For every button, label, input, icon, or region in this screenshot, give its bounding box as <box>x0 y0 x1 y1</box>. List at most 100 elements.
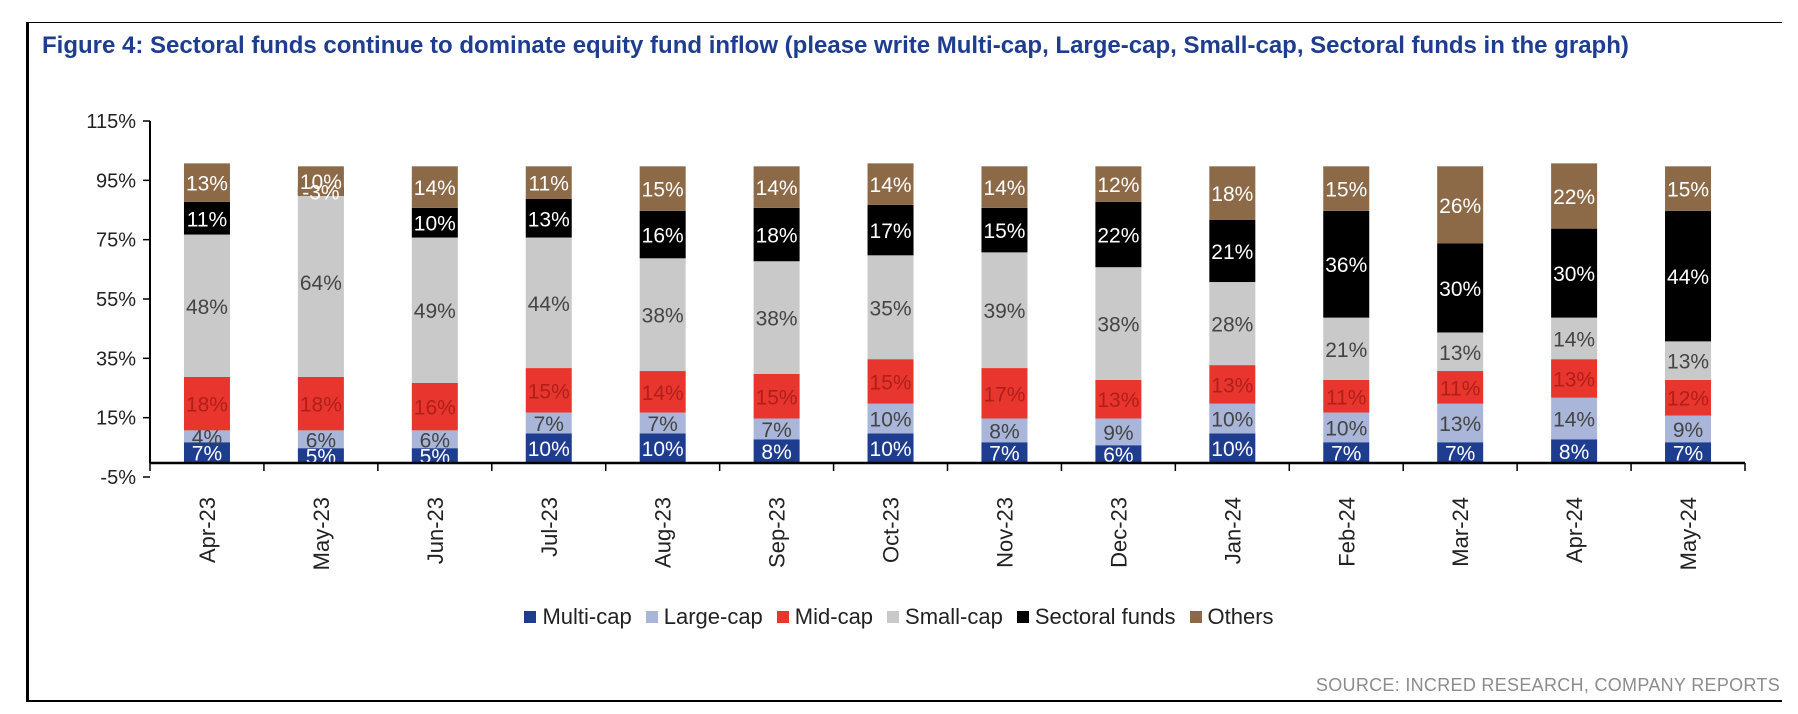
bar-segment <box>1209 403 1256 434</box>
bar-segment <box>1095 379 1142 419</box>
bar-segment <box>981 252 1028 369</box>
data-label: 14% <box>870 174 912 197</box>
data-label: 14% <box>1553 328 1595 351</box>
bar-segment <box>411 448 458 463</box>
bar-segment <box>1665 442 1712 463</box>
bar-segment <box>1323 379 1370 413</box>
bar-segment <box>867 433 914 463</box>
bar-segment <box>1665 379 1712 416</box>
data-label: 14% <box>756 177 798 200</box>
bar-segment <box>639 433 686 463</box>
legend-label: Large-cap <box>663 604 763 629</box>
bar-segment <box>981 442 1028 463</box>
legend-item: Multi-cap <box>524 604 632 630</box>
legend-swatch <box>645 611 658 623</box>
bar-segment <box>183 163 230 202</box>
data-label: 10% <box>414 213 456 236</box>
bar-segment <box>1209 365 1256 404</box>
bar-segment <box>981 166 1028 208</box>
y-tick-label: 95% <box>96 170 136 192</box>
bar-segment <box>297 166 344 196</box>
bar-segment <box>1209 219 1256 283</box>
data-label: 15% <box>870 371 912 394</box>
bar-segment <box>1095 445 1142 463</box>
x-tick-label: Oct-23 <box>879 497 904 563</box>
bar-segment <box>525 166 572 199</box>
data-label: 15% <box>528 380 570 403</box>
bar-segment <box>525 433 572 463</box>
bar-segment <box>1665 166 1712 211</box>
data-label: 36% <box>1325 254 1367 277</box>
data-label: 6% <box>420 429 450 452</box>
data-label: 16% <box>414 397 456 420</box>
data-label: 11% <box>1440 377 1480 400</box>
data-label: 13% <box>1439 342 1481 365</box>
data-label: 11% <box>1326 386 1366 409</box>
bar-segment <box>639 258 686 372</box>
data-label: 21% <box>1211 241 1253 264</box>
bar-segment <box>867 163 914 205</box>
data-label: 11% <box>187 208 227 231</box>
bar-segment <box>1095 166 1142 202</box>
data-label: 35% <box>870 297 912 320</box>
bar-segment <box>411 207 458 238</box>
data-label: 10% <box>300 171 342 194</box>
data-label: 10% <box>642 438 684 461</box>
data-label: 9% <box>1103 422 1133 445</box>
data-label: 7% <box>761 419 791 442</box>
bar-segment <box>639 412 686 434</box>
bar-segment <box>297 448 344 463</box>
data-label: 15% <box>1325 179 1367 202</box>
bar-segment <box>981 368 1028 419</box>
legend-item: Sectoral funds <box>1016 604 1176 630</box>
bar-segment <box>183 430 230 443</box>
data-label: 18% <box>186 394 228 417</box>
data-label: 8% <box>761 441 791 464</box>
data-label: 15% <box>983 220 1025 243</box>
bar-segment <box>1437 243 1484 333</box>
bar-segment <box>639 371 686 413</box>
bar-segment <box>1323 412 1370 443</box>
bar-segment <box>867 359 914 404</box>
bar-segment <box>1551 163 1598 229</box>
x-tick-label: Jul-23 <box>537 497 562 557</box>
data-label: 18% <box>300 394 342 417</box>
data-label: 48% <box>186 296 228 319</box>
data-label: -3% <box>302 182 339 205</box>
data-label: 18% <box>1211 183 1253 206</box>
bar-segment <box>1551 439 1598 463</box>
bar-segment <box>297 430 344 449</box>
bar-segment <box>1095 201 1142 268</box>
y-tick-label: 75% <box>96 230 136 252</box>
data-label: 44% <box>1667 266 1709 289</box>
x-tick-label: Mar-24 <box>1448 497 1473 567</box>
x-tick-label: Jun-23 <box>423 497 448 564</box>
bar-segment <box>1437 442 1484 463</box>
bar-segment <box>1323 166 1370 211</box>
data-label: 6% <box>1103 444 1133 467</box>
bar-segment <box>753 261 800 374</box>
bar-segment <box>525 368 572 413</box>
data-label: 13% <box>1667 351 1709 374</box>
data-label: 10% <box>1325 417 1367 440</box>
data-label: 17% <box>983 383 1025 406</box>
data-label: 38% <box>642 305 684 328</box>
legend: Multi-cap Large-cap Mid-cap Small-cap Sector… <box>0 603 1798 630</box>
data-label: 14% <box>642 382 684 405</box>
data-label: 15% <box>756 386 798 409</box>
y-tick-label: 15% <box>96 408 136 430</box>
bar-segment <box>1437 371 1484 404</box>
data-label: 13% <box>1553 368 1595 391</box>
bar-segment <box>411 382 458 431</box>
data-label: 7% <box>647 413 677 436</box>
data-label: 26% <box>1439 195 1481 218</box>
data-label: 39% <box>983 300 1025 323</box>
y-tick-label: 55% <box>96 289 136 311</box>
bar-segment <box>1551 228 1598 318</box>
data-label: 13% <box>528 208 570 231</box>
data-label: 13% <box>1097 389 1139 412</box>
legend-item: Small-cap <box>887 604 1003 630</box>
bar-segment <box>411 430 458 449</box>
data-label: 10% <box>870 438 912 461</box>
